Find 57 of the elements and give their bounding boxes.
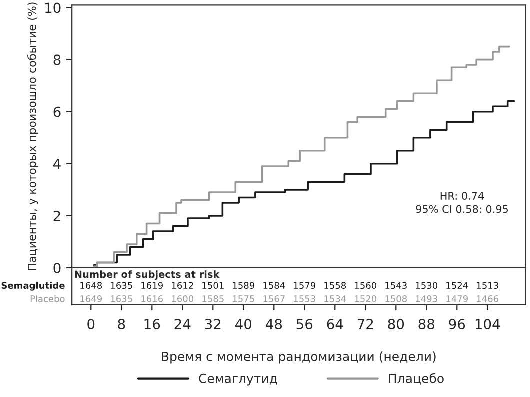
text: 1635 — [111, 296, 132, 302]
text: 1524 — [446, 282, 468, 290]
legend-label: Плацебо — [389, 373, 444, 385]
y-tick-label: 4 — [54, 159, 61, 170]
text: 1543 — [386, 282, 407, 290]
text: 1520 — [355, 296, 377, 302]
text: 1479 — [446, 296, 468, 302]
x-tick-label: 72 — [358, 319, 374, 330]
x-tick-label: 16 — [144, 319, 160, 330]
annotation: HR: 0.74 — [440, 192, 484, 200]
x-tick-label: 80 — [388, 319, 404, 330]
text: 1493 — [416, 296, 438, 302]
text: 1575 — [233, 296, 254, 302]
text: Placebo — [30, 295, 65, 302]
text: Number of subjects at risk — [75, 270, 220, 280]
text: 1567 — [264, 296, 285, 302]
x-tick-label: 24 — [174, 319, 191, 330]
y-tick-label: 6 — [54, 106, 61, 118]
text: 1553 — [294, 296, 316, 302]
text: 1584 — [264, 282, 286, 290]
text: 1600 — [172, 296, 194, 302]
y-axis-title: Пациенты, у которых произошло событие (%) — [27, 2, 38, 270]
annotation: 95% CI 0.58: 0.95 — [416, 205, 508, 214]
x-tick-label: 56 — [296, 319, 313, 330]
text: Semaglutide — [2, 282, 65, 291]
x-tick-label: 8 — [118, 319, 126, 330]
x-tick-label: 48 — [266, 319, 282, 330]
legend-label: Семаглутид — [199, 374, 278, 386]
x-tick-label: 104 — [476, 319, 500, 330]
text: 1619 — [142, 282, 163, 290]
text: 1635 — [111, 282, 132, 290]
x-tick-label: 88 — [418, 319, 435, 330]
text: 1560 — [355, 282, 377, 290]
y-tick-label: 0 — [54, 262, 61, 274]
y-tick-label: 2 — [54, 210, 60, 222]
text: 1466 — [477, 296, 499, 302]
text: 1616 — [142, 296, 164, 302]
text: 1612 — [172, 282, 194, 290]
text: 1508 — [386, 296, 408, 302]
y-tick-label: 10 — [46, 2, 61, 14]
text: 1579 — [294, 282, 316, 290]
x-axis-title: Время с момента рандомизации (недели) — [162, 352, 436, 364]
text: 1501 — [202, 282, 224, 290]
text: 1530 — [416, 282, 438, 290]
text: 1648 — [80, 282, 102, 290]
x-tick-label: 96 — [449, 319, 466, 330]
text: 1534 — [324, 296, 346, 302]
x-tick-label: 32 — [205, 319, 221, 330]
text: 1558 — [324, 282, 346, 290]
y-tick-label: 8 — [54, 54, 61, 66]
x-tick-label: 0 — [88, 319, 95, 330]
text: 1513 — [477, 282, 498, 290]
x-tick-label: 40 — [235, 319, 252, 330]
x-tick-label: 64 — [327, 319, 344, 330]
text: 1589 — [233, 282, 254, 290]
text: 1585 — [202, 296, 224, 302]
text: 1649 — [80, 296, 102, 302]
